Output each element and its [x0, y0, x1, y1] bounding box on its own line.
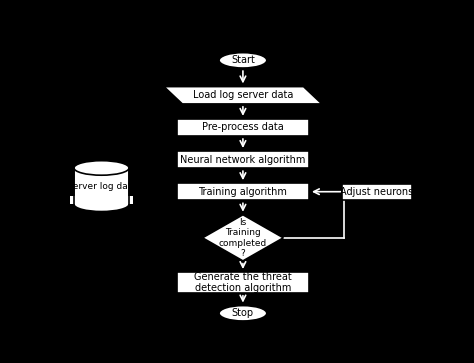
Ellipse shape [219, 53, 267, 68]
Text: Generate the threat
detection algorithm: Generate the threat detection algorithm [194, 272, 292, 293]
Text: Start: Start [231, 55, 255, 65]
Polygon shape [164, 87, 322, 104]
Text: Is
Training
completed
?: Is Training completed ? [219, 218, 267, 258]
Text: Load log server data: Load log server data [193, 90, 293, 100]
Ellipse shape [74, 161, 129, 175]
FancyBboxPatch shape [74, 168, 129, 204]
FancyBboxPatch shape [177, 151, 309, 168]
Ellipse shape [219, 306, 267, 321]
FancyBboxPatch shape [70, 196, 133, 204]
FancyBboxPatch shape [342, 184, 412, 200]
Text: Adjust neurons: Adjust neurons [340, 187, 414, 197]
Ellipse shape [74, 197, 129, 212]
Text: Pre-process data: Pre-process data [202, 122, 284, 132]
FancyBboxPatch shape [177, 183, 309, 200]
Text: Training algorithm: Training algorithm [199, 187, 287, 197]
FancyBboxPatch shape [177, 119, 309, 136]
Polygon shape [202, 215, 283, 261]
Text: Server log data: Server log data [66, 182, 137, 191]
Text: Stop: Stop [232, 308, 254, 318]
FancyBboxPatch shape [177, 272, 309, 293]
Text: Neural network algorithm: Neural network algorithm [180, 155, 306, 164]
